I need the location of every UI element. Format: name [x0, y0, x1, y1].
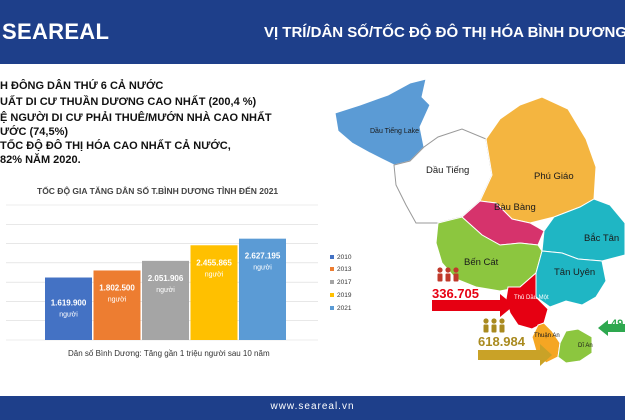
- bar-unit-label: người: [205, 271, 224, 278]
- bar-value-label: 2.627.195: [245, 252, 281, 261]
- region-label: Bắc Tân: [584, 233, 619, 244]
- region-label: Bàu Bàng: [494, 202, 536, 213]
- legend-label: 2019: [337, 292, 352, 299]
- bar-value-label: 1.802.500: [99, 283, 135, 292]
- bar-2013: [93, 270, 141, 340]
- region-label: Thủ Dầu Một: [514, 294, 549, 301]
- bullet-text: Ệ NGƯỜI DI CƯ PHẢI THUÊ/MƯỚN NHÀ CAO NHẤ…: [0, 112, 272, 124]
- region-thuan-an: [531, 322, 561, 364]
- binh-duong-map: Dầu Tiếng Lake Dầu Tiếng Phú Giáo Bàu Bà…: [334, 78, 625, 364]
- legend-swatch: [330, 267, 334, 272]
- footer-link[interactable]: www.seareal.vn: [270, 401, 355, 412]
- legend-label: 2010: [337, 254, 352, 261]
- region-dau-tieng-lake: [334, 78, 431, 166]
- footer-bar: www.seareal.vn: [0, 396, 625, 420]
- bar-2019: [190, 245, 238, 340]
- region-label: Bến Cát: [464, 257, 499, 268]
- page-title: VỊ TRÍ/DÂN SỐ/TỐC ĐỘ ĐÔ THỊ HÓA BÌNH DƯƠ…: [263, 24, 625, 41]
- region-label: Thuận An: [534, 333, 560, 339]
- bar-2021: [239, 238, 286, 340]
- legend-item: 2017: [330, 279, 351, 286]
- legend-label: 2017: [337, 279, 352, 286]
- legend-item: 2010: [330, 254, 351, 261]
- legend-swatch: [330, 255, 334, 260]
- region-di-an: [557, 328, 593, 364]
- region-label: Dĩ An: [578, 343, 593, 349]
- brand-logo[interactable]: SEAREAL: [2, 19, 110, 44]
- bullet-text: H ĐÔNG DÂN THỨ 6 CẢ NƯỚC: [0, 80, 164, 92]
- header-bar: SEAREAL VỊ TRÍ/DÂN SỐ/TỐC ĐỘ ĐÔ THỊ HÓA …: [0, 0, 625, 64]
- region-label: Tân Uyên: [554, 267, 595, 278]
- legend-item: 2019: [330, 292, 351, 299]
- population-bar-chart: 1.619.900 người 1.802.500 người 2.051.906 ngư…: [6, 204, 318, 341]
- bar-unit-label: người: [108, 296, 127, 303]
- bar-value-label: 1.619.900: [51, 299, 87, 308]
- bar-value-label: 2.051.906: [148, 274, 184, 283]
- bar-unit-label: người: [253, 265, 272, 272]
- region-label: Dầu Tiếng Lake: [370, 126, 419, 135]
- bullet-text: ƯỚC (74,5%): [0, 126, 69, 138]
- legend-swatch: [330, 293, 334, 298]
- legend-label: 2013: [337, 266, 352, 273]
- legend-item: 2021: [330, 305, 351, 312]
- legend-swatch: [330, 280, 334, 285]
- chart-caption: Dân số Bình Dương: Tăng gần 1 triệu ngườ…: [68, 349, 270, 358]
- bar-2010: [45, 277, 92, 340]
- bullet-text: TỐC ĐỘ ĐÔ THỊ HÓA CAO NHẤT CẢ NƯỚC,: [0, 140, 231, 152]
- bar-2017: [142, 260, 189, 340]
- legend-swatch: [330, 306, 334, 311]
- bar-unit-label: người: [156, 287, 175, 294]
- legend-item: 2013: [330, 266, 351, 273]
- chart-title: TỐC ĐỘ GIA TĂNG DÂN SỐ T.BÌNH DƯƠNG TỈNH…: [37, 186, 279, 196]
- bullet-text: UẤT DI CƯ THUẦN DƯƠNG CAO NHẤT (200,4 %): [0, 96, 257, 108]
- bar-value-label: 2.455.865: [196, 258, 232, 267]
- bar-unit-label: người: [59, 312, 78, 319]
- region-label: Dầu Tiếng: [426, 165, 469, 176]
- legend-label: 2021: [337, 305, 352, 312]
- region-label: Phú Giáo: [534, 171, 574, 182]
- bullet-text: 82% NĂM 2020.: [0, 154, 81, 166]
